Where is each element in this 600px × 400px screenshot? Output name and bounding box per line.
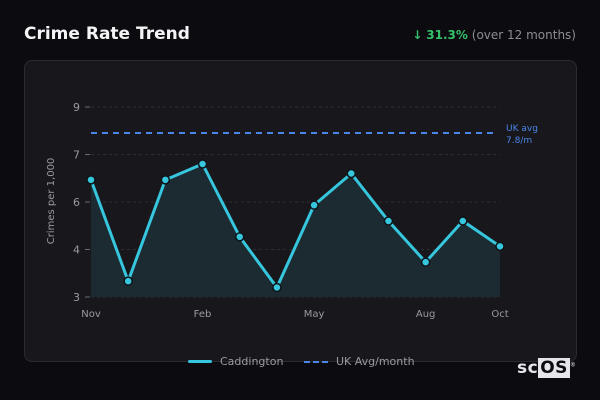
uk-avg-annotation-line2: 7.8/m bbox=[506, 136, 532, 146]
y-axis-label: Crimes per 1,000 bbox=[46, 158, 57, 245]
y-tick-label: 3 bbox=[73, 291, 80, 304]
data-point[interactable] bbox=[495, 241, 505, 252]
y-tick-label: 4 bbox=[73, 244, 80, 257]
data-point[interactable] bbox=[383, 216, 394, 226]
legend-item-caddington[interactable]: Caddington bbox=[188, 355, 283, 368]
data-point[interactable] bbox=[86, 175, 96, 185]
change-period: (over 12 months) bbox=[471, 28, 576, 42]
x-axis: Nov Feb May Aug Oct bbox=[81, 309, 508, 320]
y-tick-label: 9 bbox=[73, 101, 80, 114]
data-point[interactable] bbox=[420, 257, 431, 267]
legend-label: UK Avg/month bbox=[336, 355, 415, 368]
x-tick-label: Oct bbox=[491, 309, 508, 320]
scos-logo: sc OS ® bbox=[517, 358, 577, 378]
change-percent: 31.3% bbox=[426, 28, 468, 42]
chart-card bbox=[24, 60, 577, 362]
data-point[interactable] bbox=[309, 200, 319, 210]
legend-item-uk-avg[interactable]: UK Avg/month bbox=[304, 355, 415, 368]
y-axis: 9 7 6 4 3 bbox=[73, 101, 90, 304]
legend-label: Caddington bbox=[220, 355, 284, 368]
y-tick-label: 6 bbox=[73, 196, 80, 209]
down-arrow-icon: ↓ bbox=[412, 28, 423, 42]
data-point[interactable] bbox=[197, 159, 208, 169]
change-summary: ↓ 31.3% (over 12 months) bbox=[412, 28, 576, 42]
legend-solid-line-icon bbox=[188, 360, 212, 363]
x-tick-label: May bbox=[304, 309, 325, 320]
data-point[interactable] bbox=[234, 232, 245, 242]
uk-avg-annotation-line1: UK avg bbox=[506, 124, 538, 134]
data-point[interactable] bbox=[346, 168, 357, 179]
data-point[interactable] bbox=[123, 276, 133, 286]
x-tick-label: Feb bbox=[194, 309, 212, 320]
series-line bbox=[89, 162, 501, 289]
legend-dashed-line-icon bbox=[304, 360, 328, 363]
page-title: Crime Rate Trend bbox=[24, 24, 190, 44]
data-point[interactable] bbox=[272, 282, 282, 293]
data-point[interactable] bbox=[160, 175, 171, 185]
y-tick-label: 7 bbox=[73, 149, 80, 162]
data-point[interactable] bbox=[458, 216, 468, 226]
series-area bbox=[91, 164, 500, 297]
x-tick-label: Nov bbox=[81, 309, 101, 320]
data-points bbox=[86, 159, 505, 293]
x-tick-label: Aug bbox=[416, 309, 436, 320]
